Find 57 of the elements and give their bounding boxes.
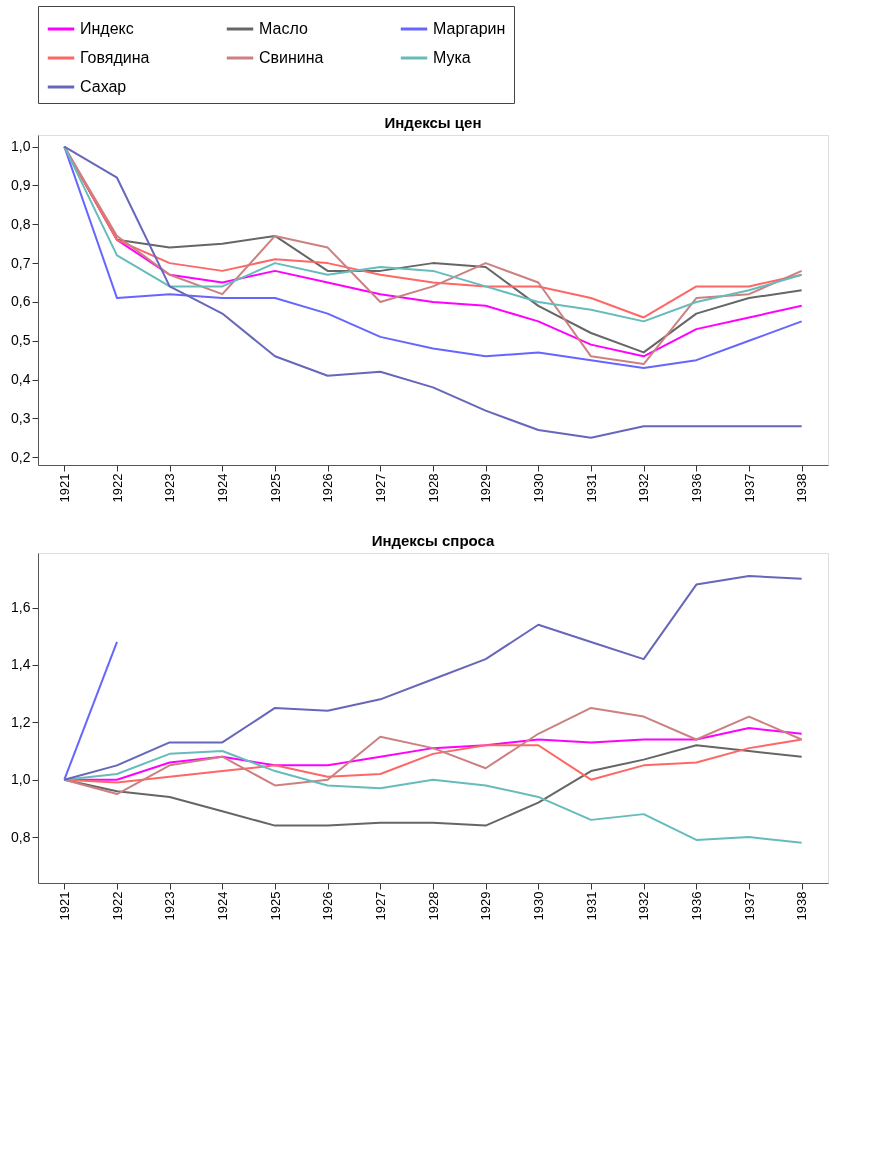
chart-title: Индексы спроса (371, 532, 496, 549)
x-tick-label: 1927 (372, 891, 388, 921)
x-tick-label: 1926 (320, 891, 336, 921)
x-tick-label: 1921 (56, 473, 72, 503)
x-tick-label: 1930 (530, 473, 546, 503)
x-tick-label: 1936 (688, 891, 704, 921)
x-tick-label: 1928 (425, 891, 441, 921)
line-series (63, 574, 803, 781)
x-tick-label: 1932 (636, 473, 652, 503)
y-tick-label: 0,9 (11, 176, 31, 193)
x-tick-label: 1923 (162, 473, 178, 503)
x-tick-label: 1929 (478, 891, 494, 921)
x-tick-label: 1931 (583, 473, 599, 503)
y-tick-label: 0,8 (11, 828, 31, 845)
x-tick-label: 1932 (636, 891, 652, 921)
chart-title: Индексы цен (384, 114, 482, 131)
x-tick-label: 1922 (109, 891, 125, 921)
legend-label: Свинина (259, 49, 324, 66)
y-tick-label: 1,0 (11, 771, 31, 788)
y-tick-label: 0,6 (11, 293, 31, 310)
y-tick-label: 0,7 (11, 254, 31, 271)
legend-label: Маргарин (433, 20, 506, 37)
x-tick-label: 1937 (741, 891, 757, 921)
x-tick-label: 1938 (794, 891, 810, 921)
y-tick-label: 0,8 (11, 215, 31, 232)
y-tick-label: 0,3 (11, 409, 31, 426)
x-tick-label: 1922 (109, 473, 125, 503)
x-tick-label: 1936 (688, 473, 704, 503)
x-tick-label: 1925 (267, 891, 283, 921)
legend-label: Сахар (80, 78, 127, 95)
y-tick-label: 1,0 (11, 138, 31, 155)
legend-label: Масло (259, 20, 308, 37)
y-tick-label: 1,6 (11, 599, 31, 616)
line-series (63, 750, 803, 844)
x-tick-label: 1937 (741, 473, 757, 503)
x-tick-label: 1930 (530, 891, 546, 921)
legend-label: Говядина (80, 49, 150, 66)
x-tick-label: 1929 (478, 473, 494, 503)
line-series (63, 145, 803, 439)
legend-label: Индекс (80, 20, 134, 37)
x-tick-label: 1926 (320, 473, 336, 503)
y-tick-label: 0,5 (11, 332, 31, 349)
y-tick-label: 0,4 (11, 371, 31, 388)
x-tick-label: 1925 (267, 473, 283, 503)
x-tick-label: 1931 (583, 891, 599, 921)
x-tick-label: 1924 (214, 891, 230, 921)
x-tick-label: 1923 (162, 891, 178, 921)
x-tick-label: 1924 (214, 473, 230, 503)
legend-label: Мука (433, 49, 471, 66)
y-tick-label: 1,2 (11, 713, 31, 730)
x-tick-label: 1928 (425, 473, 441, 503)
x-tick-label: 1938 (794, 473, 810, 503)
line-series (63, 706, 803, 796)
x-tick-label: 1921 (56, 891, 72, 921)
y-tick-label: 1,4 (11, 656, 31, 673)
x-tick-label: 1927 (372, 473, 388, 503)
y-tick-label: 0,2 (11, 448, 31, 465)
